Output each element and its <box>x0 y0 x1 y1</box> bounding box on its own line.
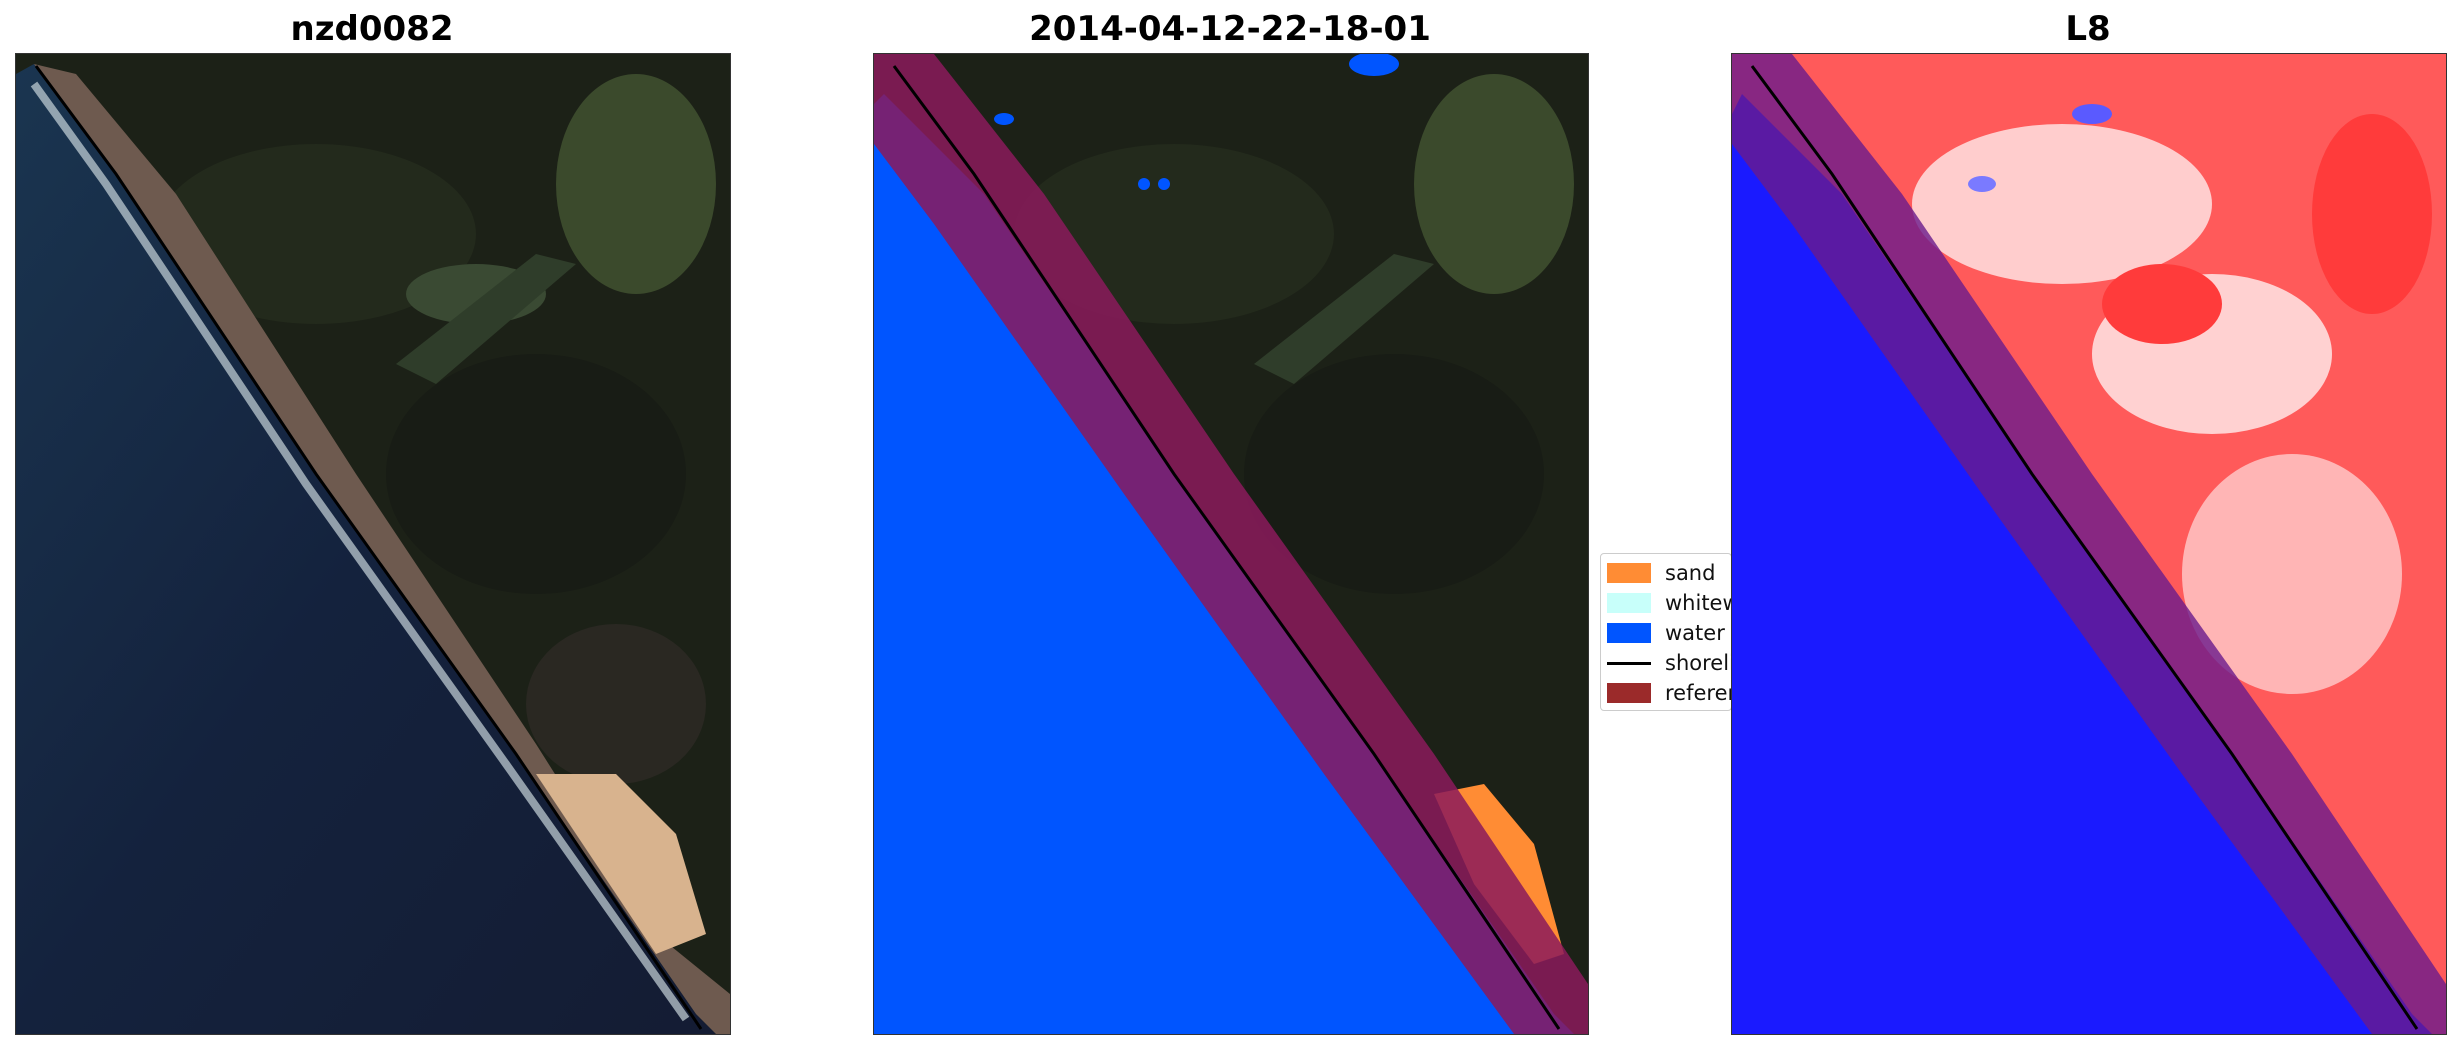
legend-swatch-shoreline <box>1607 661 1651 665</box>
legend-swatch-whitewater <box>1607 593 1651 613</box>
classified-image <box>874 54 1588 1034</box>
legend-swatch-sand <box>1607 563 1651 583</box>
rgb-satellite-image <box>16 54 730 1034</box>
legend-item-reference: reference <box>1607 678 1731 708</box>
legend-swatch-water <box>1607 623 1651 643</box>
legend-item-shoreline: shoreline <box>1607 648 1731 678</box>
panel-title-classified: 2014-04-12-22-18-01 <box>1029 9 1431 49</box>
legend-item-water: water <box>1607 618 1731 648</box>
legend-label-reference: reference <box>1665 681 1731 705</box>
index-image-panel <box>1731 53 2447 1035</box>
legend-label-sand: sand <box>1665 561 1716 585</box>
panel-title-rgb: nzd0082 <box>290 9 454 49</box>
legend-label-water: water <box>1665 621 1725 645</box>
legend-swatch-reference <box>1607 683 1651 703</box>
legend-label-shoreline: shoreline <box>1665 651 1731 675</box>
rgb-image-panel <box>15 53 731 1035</box>
index-image <box>1732 54 2446 1034</box>
panel-title-index: L8 <box>2065 9 2111 49</box>
classified-image-panel <box>873 53 1589 1035</box>
legend-item-sand: sand <box>1607 558 1731 588</box>
